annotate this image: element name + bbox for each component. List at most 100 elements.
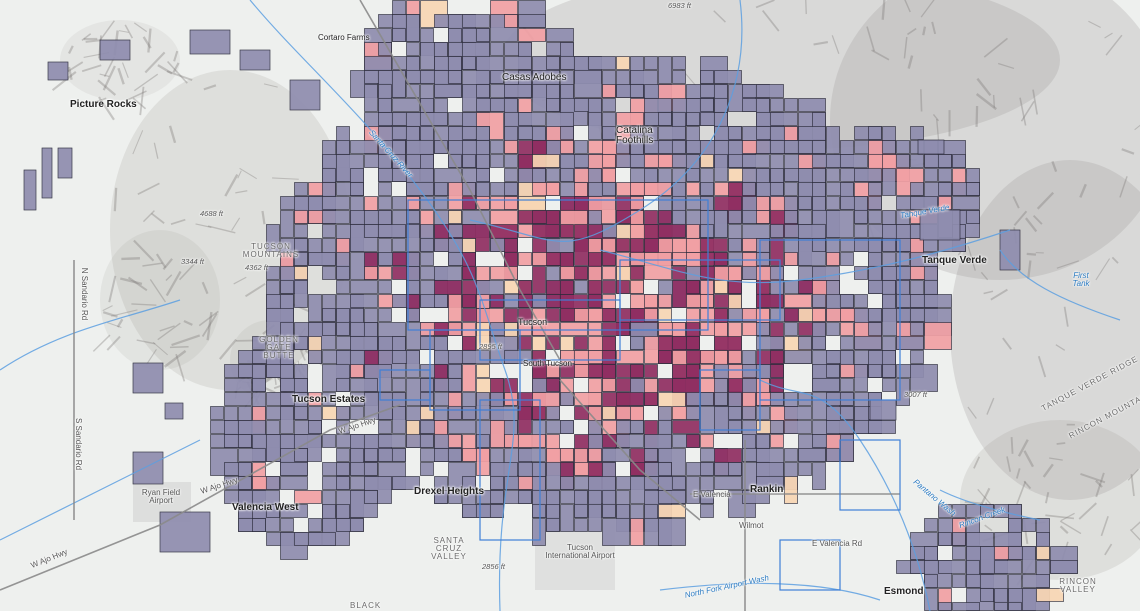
census-tract[interactable]	[812, 378, 840, 392]
census-tract[interactable]	[728, 462, 742, 476]
census-tract[interactable]	[910, 182, 924, 196]
census-tract[interactable]	[919, 209, 961, 241]
census-tract[interactable]	[938, 196, 952, 210]
census-tract[interactable]	[289, 79, 321, 111]
census-tract[interactable]	[910, 154, 924, 168]
census-tract[interactable]	[770, 420, 784, 434]
census-tract[interactable]	[826, 364, 840, 378]
census-tract[interactable]	[434, 490, 448, 504]
census-tract[interactable]	[784, 448, 798, 462]
census-tract[interactable]	[588, 504, 602, 532]
census-tract[interactable]	[560, 392, 574, 406]
census-tract[interactable]	[868, 420, 896, 434]
census-tract[interactable]	[868, 308, 882, 322]
census-tract[interactable]	[294, 224, 308, 238]
census-tract[interactable]	[294, 210, 308, 224]
census-tract[interactable]	[280, 280, 294, 294]
census-tract[interactable]	[854, 336, 882, 350]
census-tract[interactable]	[672, 140, 686, 154]
census-tract[interactable]	[728, 238, 742, 252]
census-tract[interactable]	[57, 147, 73, 179]
census-tract[interactable]	[658, 504, 686, 518]
census-tract[interactable]	[602, 504, 616, 518]
census-tract[interactable]	[714, 476, 742, 490]
census-tract[interactable]	[644, 392, 658, 406]
census-tract[interactable]	[714, 70, 742, 84]
census-tract[interactable]	[588, 294, 602, 308]
census-tract[interactable]	[350, 364, 364, 378]
census-tract[interactable]	[812, 308, 826, 322]
census-tract[interactable]	[602, 322, 630, 336]
census-tract[interactable]	[854, 224, 868, 238]
census-tract[interactable]	[504, 56, 532, 70]
census-tract[interactable]	[532, 224, 560, 238]
census-tract[interactable]	[294, 252, 308, 266]
census-tract[interactable]	[41, 147, 53, 199]
census-tract[interactable]	[504, 168, 518, 182]
census-tract[interactable]	[406, 182, 434, 196]
census-tract[interactable]	[826, 210, 854, 238]
census-tract[interactable]	[756, 294, 784, 308]
census-tract[interactable]	[630, 420, 644, 434]
census-tract[interactable]	[532, 518, 546, 546]
census-tract[interactable]	[658, 462, 672, 476]
census-tract[interactable]	[812, 462, 826, 490]
census-tract[interactable]	[952, 574, 966, 588]
census-tract[interactable]	[434, 182, 448, 196]
census-tract[interactable]	[602, 154, 616, 168]
census-tract[interactable]	[952, 546, 966, 560]
census-tract[interactable]	[644, 448, 658, 462]
census-tract[interactable]	[518, 322, 532, 336]
census-tract[interactable]	[336, 322, 350, 336]
census-tract[interactable]	[280, 504, 308, 518]
census-tract[interactable]	[714, 154, 728, 182]
census-tract[interactable]	[714, 392, 728, 406]
census-tract[interactable]	[406, 14, 420, 42]
census-tract[interactable]	[462, 56, 476, 70]
census-tract[interactable]	[490, 140, 504, 154]
census-tract[interactable]	[840, 336, 854, 350]
census-tract[interactable]	[812, 238, 826, 252]
census-tract[interactable]	[854, 364, 868, 392]
census-tract[interactable]	[99, 39, 131, 61]
census-tract[interactable]	[658, 210, 672, 224]
census-tract[interactable]	[266, 504, 280, 518]
census-tract[interactable]	[546, 518, 560, 532]
census-tract[interactable]	[364, 490, 378, 504]
census-tract[interactable]	[840, 406, 854, 420]
census-tract[interactable]	[868, 182, 882, 196]
census-tract[interactable]	[896, 140, 910, 154]
census-tract[interactable]	[616, 238, 630, 252]
census-tract[interactable]	[658, 518, 686, 546]
census-tract[interactable]	[504, 14, 518, 28]
census-tract[interactable]	[504, 182, 518, 196]
census-tract[interactable]	[392, 476, 420, 490]
census-tract[interactable]	[840, 294, 854, 308]
census-tract[interactable]	[462, 154, 476, 168]
census-tract[interactable]	[364, 448, 378, 462]
census-tract[interactable]	[560, 140, 574, 154]
census-tract[interactable]	[392, 98, 420, 112]
census-tract[interactable]	[350, 490, 378, 518]
census-tract[interactable]	[462, 364, 476, 392]
census-tract[interactable]	[700, 504, 714, 518]
census-tract[interactable]	[574, 140, 588, 154]
census-tract[interactable]	[630, 280, 644, 294]
census-tract[interactable]	[812, 294, 826, 308]
census-tract[interactable]	[672, 56, 686, 70]
census-tract[interactable]	[854, 210, 868, 224]
census-tract[interactable]	[574, 392, 602, 406]
census-tract[interactable]	[896, 336, 924, 350]
census-tract[interactable]	[630, 518, 644, 546]
census-tract[interactable]	[868, 126, 882, 140]
census-tract[interactable]	[350, 294, 378, 308]
census-tract[interactable]	[952, 504, 966, 518]
census-tract[interactable]	[938, 560, 966, 574]
census-tract[interactable]	[714, 210, 728, 238]
census-tract[interactable]	[350, 182, 364, 196]
census-tract[interactable]	[294, 336, 308, 350]
census-tract[interactable]	[210, 406, 224, 420]
census-tract[interactable]	[266, 224, 280, 252]
census-tract[interactable]	[924, 168, 938, 182]
census-tract[interactable]	[938, 182, 952, 196]
